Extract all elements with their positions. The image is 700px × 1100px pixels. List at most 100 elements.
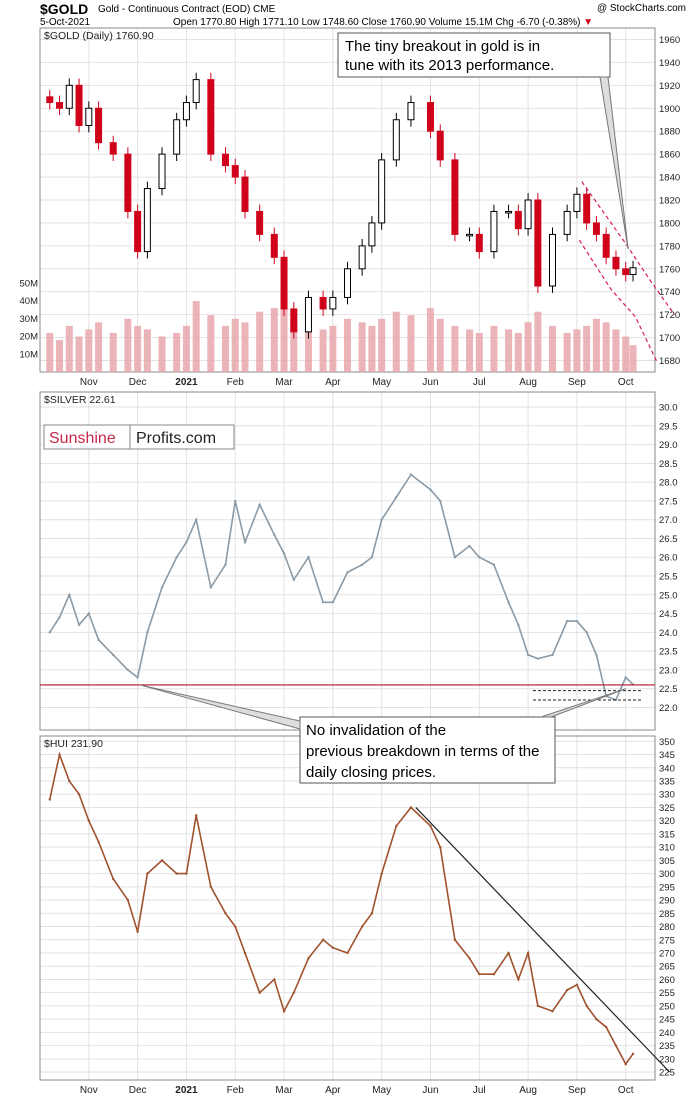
x-tick-label: Apr [325, 377, 341, 388]
y-tick-label: 30.0 [659, 403, 678, 414]
silver-annotation-line-2: previous breakdown in terms of the [306, 743, 539, 760]
hui-data-point [517, 978, 520, 981]
candle-body [182, 102, 190, 121]
y-tick-label: 29.0 [659, 440, 678, 451]
y-tick-label: 27.0 [659, 515, 678, 526]
silver-annotation-line-3: daily closing prices. [306, 764, 436, 781]
volume-bar [549, 325, 556, 372]
y-tick-label: 25.0 [659, 590, 678, 601]
hui-data-point [136, 930, 139, 934]
volume-bar [368, 325, 376, 372]
candle-body [344, 268, 351, 298]
hui-data-point [112, 877, 115, 881]
ohlc-values: Open 1770.80 High 1771.10 Low 1748.60 Cl… [173, 17, 581, 28]
hui-data-point [97, 840, 100, 844]
x-tick-label: Jun [422, 377, 438, 388]
y-tick-label: 24.0 [659, 628, 678, 639]
y-tick-label: 28.0 [659, 478, 678, 489]
x-tick-label: 2021 [175, 1085, 198, 1096]
volume-bar [173, 332, 181, 372]
volume-bar [524, 322, 532, 372]
volume-bar [514, 332, 522, 372]
candle-body [241, 176, 249, 212]
silver-data-point [536, 657, 540, 660]
volume-bar [192, 301, 200, 372]
silver-data-point [453, 556, 457, 559]
candle-body [290, 308, 298, 333]
y-tick-label: 255 [659, 988, 675, 999]
volume-bar [207, 315, 215, 372]
candle-body [583, 193, 591, 224]
silver-data-point [526, 653, 530, 657]
candle-body [549, 233, 556, 287]
y-tick-label: 23.0 [659, 665, 678, 676]
chart-header: $GOLD Gold - Continuous Contract (EOD) C… [0, 0, 700, 30]
candle-body [407, 102, 415, 121]
hui-data-point [282, 1010, 286, 1013]
candle-body [436, 130, 444, 161]
silver-data-point [478, 556, 481, 559]
x-tick-label: Sep [568, 1085, 586, 1096]
silver-data-point [136, 676, 139, 679]
y-tick-label: 23.5 [659, 647, 678, 658]
silver-data-point [429, 488, 432, 491]
y-tick-label: 22.0 [659, 703, 678, 714]
silver-data-point [585, 631, 588, 634]
gold-annotation-box [337, 32, 611, 78]
candle-body [602, 233, 610, 258]
y-tick-label: 330 [659, 790, 675, 801]
silver-annotation-pointer-right [540, 688, 626, 718]
hui-data-point [209, 885, 213, 889]
y-tick-label: 1920 [659, 81, 680, 92]
hui-data-point [126, 898, 130, 902]
silver-data-point [321, 601, 325, 604]
series-label: $SILVER 22.61 [44, 394, 116, 406]
candle-body [207, 79, 215, 155]
y-tick-label: 225 [659, 1068, 675, 1079]
silver-data-point [439, 499, 442, 503]
y-tick-label: 29.5 [659, 421, 678, 432]
hui-price-line [48, 751, 634, 1066]
silver-data-point [517, 623, 520, 627]
y-tick-label: 1700 [659, 333, 680, 344]
hui-data-point [175, 872, 178, 875]
y-tick-label: 345 [659, 750, 675, 761]
hui-data-point [370, 912, 374, 915]
pane-frame [39, 735, 656, 1081]
silver-data-point [307, 556, 310, 559]
silver-data-point [243, 541, 247, 544]
silver-data-point [492, 563, 496, 566]
silver-data-point [77, 623, 81, 627]
candle-body [270, 233, 278, 258]
volume-bar [583, 325, 591, 372]
y-tick-label: 1880 [659, 127, 680, 138]
hui-data-point [292, 991, 296, 994]
silver-data-point [160, 586, 164, 589]
candle-body [622, 268, 630, 276]
silver-data-point [370, 556, 374, 559]
y-tick-label: 1680 [659, 356, 680, 367]
logo-part-1: Sunshine [49, 430, 116, 447]
y-tick-label: 1780 [659, 241, 680, 252]
silver-data-point [258, 503, 261, 506]
volume-bar [358, 322, 366, 372]
x-tick-label: Feb [227, 1085, 245, 1096]
y-tick-label: 325 [659, 803, 675, 814]
volume-bar [319, 329, 327, 372]
hui-data-point [429, 824, 432, 828]
volume-bar [436, 318, 444, 372]
candle-body [358, 245, 366, 270]
silver-data-point [409, 473, 413, 476]
volume-bar [256, 311, 264, 372]
candle-body [46, 96, 54, 104]
candle-body [231, 165, 239, 178]
volume-bar [451, 325, 459, 372]
y-tick-label: 285 [659, 909, 675, 920]
hui-resistance-trendline [415, 807, 671, 1073]
silver-data-point [68, 593, 71, 596]
logo-box [43, 424, 235, 450]
silver-data-point [273, 533, 276, 536]
silver-data-point [595, 653, 598, 657]
hui-data-point [194, 814, 198, 817]
volume-tick-label: 10M [20, 349, 39, 360]
